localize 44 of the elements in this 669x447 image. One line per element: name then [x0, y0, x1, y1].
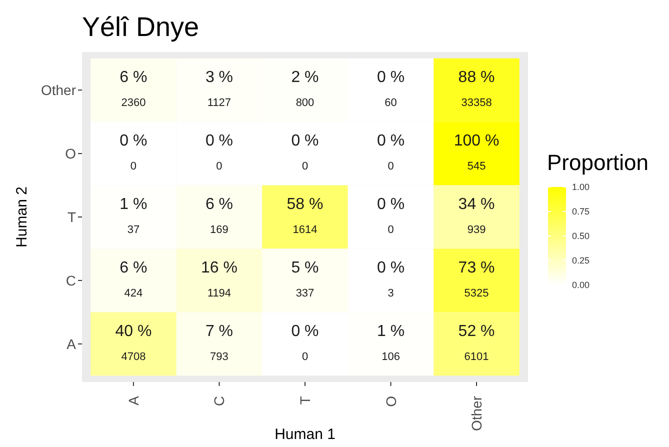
color-bar-label: 0.00 — [572, 280, 590, 290]
data-label: 0 % 0 — [120, 132, 148, 173]
data-label: 2 % 800 — [291, 69, 319, 110]
data-label: 0 % 0 — [291, 132, 319, 173]
x-axis-title: Human 1 — [274, 426, 336, 443]
data-label: 5 % 337 — [291, 259, 319, 300]
x-tick-label: A — [125, 395, 142, 406]
data-label: 16 % 1194 — [200, 259, 238, 300]
data-label: 6 % 424 — [120, 259, 148, 300]
chart-title: Yélî Dnye — [82, 12, 200, 43]
color-bar-label: 0.75 — [572, 206, 590, 216]
data-label: 34 % 939 — [458, 196, 495, 236]
data-label: 0 % 3 — [376, 259, 405, 300]
color-bar-title: Proportion — [547, 150, 649, 176]
data-label: 1 % 37 — [120, 196, 148, 236]
data-label: 73 % 5325 — [458, 259, 495, 300]
data-label: 88 % 33358 — [458, 69, 495, 110]
data-label: 58 % 1614 — [286, 196, 324, 236]
data-label: 3 % 1127 — [205, 69, 234, 110]
data-label: 100 % 545 — [454, 132, 500, 173]
color-bar-label: 0.25 — [572, 256, 590, 266]
x-tick-label: O — [382, 396, 399, 407]
data-label: 0 % 0 — [291, 322, 319, 363]
x-tick-label: C — [211, 396, 228, 406]
color-bar-label: 0.50 — [572, 231, 590, 241]
data-label: 7 % 793 — [205, 322, 234, 363]
y-tick-label: T — [67, 208, 76, 225]
y-tick-label: Other — [40, 82, 76, 98]
data-label: 40 % 4708 — [115, 322, 152, 363]
data-label: 0 % 0 — [205, 132, 234, 173]
y-tick-label: A — [66, 336, 77, 352]
data-label: 1 % 106 — [376, 322, 405, 363]
y-axis-title: Human 2 — [14, 186, 30, 248]
x-tick-label: Other — [468, 396, 485, 432]
data-label: 0 % 60 — [376, 69, 405, 110]
data-label: 0 % 0 — [376, 132, 405, 173]
color-bar-label: 1.00 — [572, 182, 590, 192]
x-tick-label: T — [297, 396, 313, 405]
data-label: 6 % 2360 — [120, 69, 148, 110]
y-tick-label: C — [66, 272, 76, 288]
data-label: 0 % 0 — [376, 196, 405, 236]
data-label: 6 % 169 — [205, 196, 234, 236]
y-tick-label: O — [65, 146, 76, 162]
data-label: 52 % 6101 — [458, 322, 495, 363]
